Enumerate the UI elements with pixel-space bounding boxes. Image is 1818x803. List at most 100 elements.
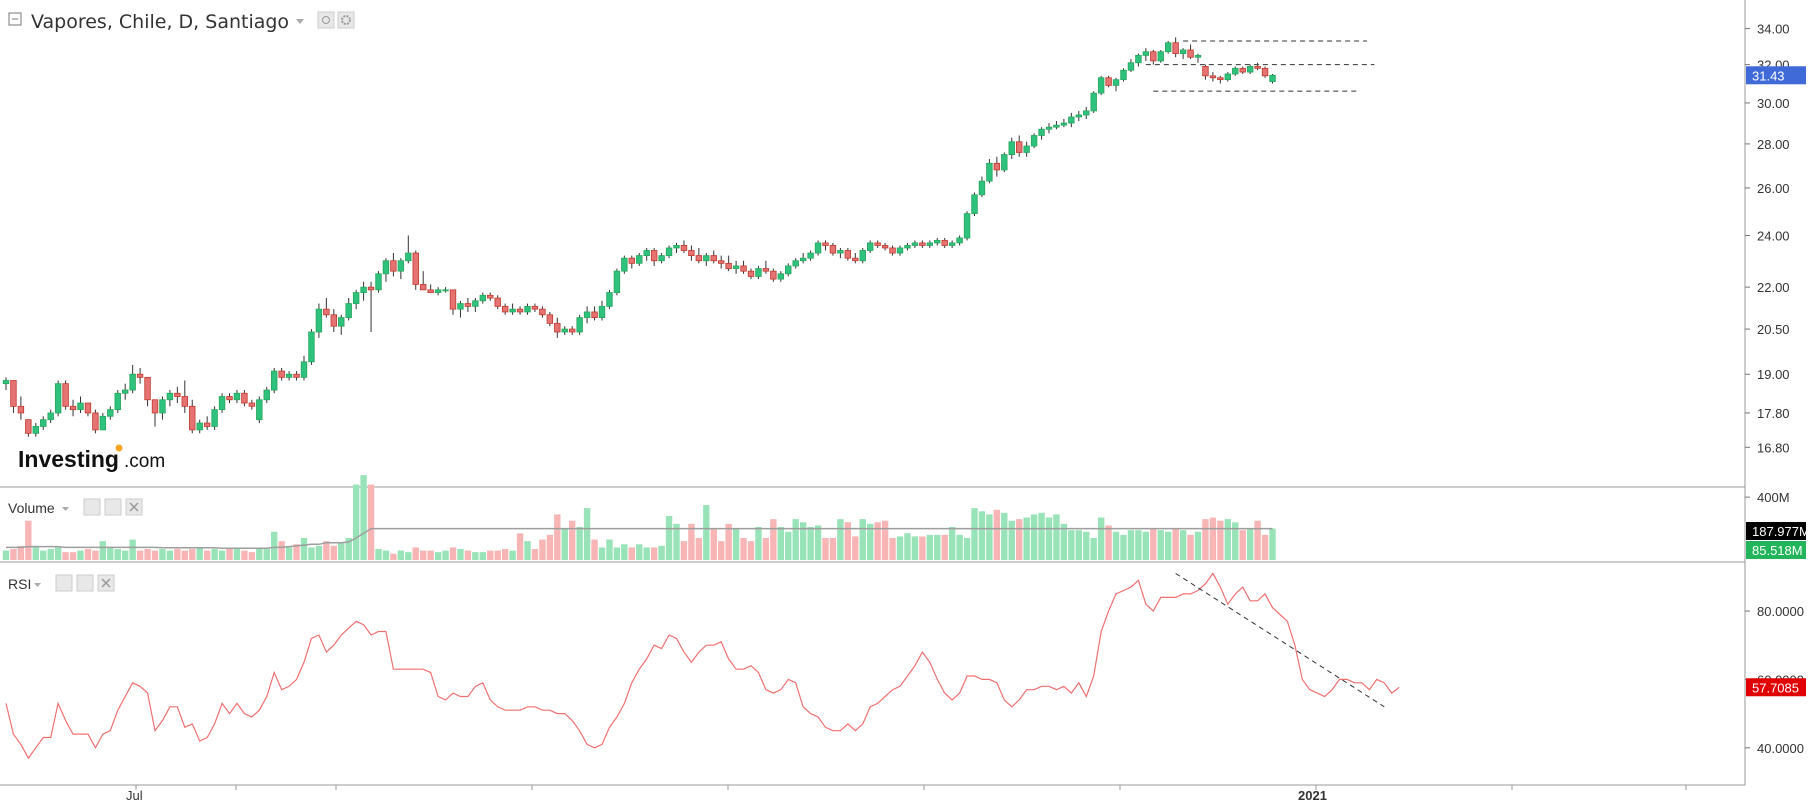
rsi-dropdown-icon[interactable] — [34, 583, 41, 587]
price-tick-label: 16.80 — [1757, 440, 1790, 455]
volume-bar — [434, 552, 442, 560]
candle-body — [397, 260, 405, 272]
rsi-tick-label: 80.0000 — [1757, 604, 1804, 619]
price-tick-label: 20.50 — [1757, 322, 1790, 337]
volume-bar — [375, 549, 382, 560]
rsi-gear-icon[interactable] — [76, 574, 94, 592]
candle-body — [1217, 77, 1224, 81]
volume-bar — [509, 550, 516, 560]
eye-icon[interactable] — [317, 11, 335, 29]
volume-bar — [881, 520, 889, 560]
volume-bar — [874, 522, 881, 560]
candle-body — [1187, 49, 1194, 58]
volume-eye-icon[interactable] — [83, 498, 101, 516]
volume-bar — [688, 523, 695, 560]
volume-bar — [1001, 512, 1008, 560]
volume-bar — [993, 509, 1001, 560]
candle-body — [948, 242, 956, 246]
volume-bar — [427, 550, 434, 560]
volume-bar — [1209, 517, 1217, 560]
volume-ma — [6, 527, 1273, 549]
volume-bar — [10, 549, 17, 560]
candle-body — [829, 245, 837, 254]
volume-bar — [934, 534, 941, 560]
volume-bar — [867, 523, 874, 560]
volume-bar — [911, 536, 919, 560]
candle-body — [852, 257, 859, 262]
candle-body — [1045, 126, 1053, 130]
candle-body — [561, 328, 568, 333]
volume-bar — [1187, 534, 1194, 560]
volume-bar — [84, 549, 92, 560]
volume-bar — [799, 522, 807, 560]
candle-body — [598, 305, 606, 319]
rsi-close-x — [101, 578, 111, 588]
candle-body — [382, 260, 390, 275]
candle-body — [695, 255, 703, 262]
volume-dropdown-icon[interactable] — [62, 507, 69, 511]
volume-bar — [360, 475, 367, 560]
volume-bar — [576, 527, 583, 560]
candle-body — [569, 328, 576, 333]
title-dropdown-icon[interactable] — [296, 19, 304, 24]
volume-bar — [1016, 519, 1023, 560]
volume-bar — [136, 550, 144, 560]
volume-bar — [539, 539, 546, 560]
candle-body — [442, 289, 449, 292]
volume-bar — [300, 538, 308, 560]
volume-bar — [725, 523, 732, 560]
volume-bar — [315, 545, 323, 560]
logo-suffix: .com — [124, 451, 165, 472]
volume-bar — [829, 538, 837, 560]
volume-bar — [77, 550, 84, 560]
candle-body — [434, 289, 442, 293]
candle-body — [203, 422, 211, 427]
volume-bar — [948, 527, 956, 560]
candle-body — [129, 373, 136, 391]
candle-body — [1224, 73, 1231, 81]
time-label-jul: Jul — [126, 788, 143, 803]
candle-body — [122, 389, 129, 394]
candle-body — [1120, 69, 1127, 81]
candle-body — [10, 380, 17, 407]
candle-body — [1150, 51, 1157, 62]
candle-body — [390, 260, 397, 272]
candle-body — [32, 426, 39, 434]
candle-body — [591, 311, 598, 319]
candle-body — [1254, 66, 1261, 69]
candle-body — [479, 294, 486, 302]
candle-body — [47, 412, 54, 421]
candle-body — [1194, 54, 1202, 58]
candle-body — [1239, 67, 1246, 73]
volume-bar — [718, 541, 725, 560]
volume-bar — [1008, 520, 1015, 560]
volume-bar — [785, 531, 792, 560]
volume-bar — [107, 547, 114, 560]
price-tick-label: 24.00 — [1757, 228, 1790, 243]
candle-body — [822, 242, 829, 246]
candle-body — [464, 303, 472, 307]
volume-bar — [822, 538, 829, 560]
volume-bar — [151, 550, 159, 560]
volume-bar — [1202, 519, 1209, 560]
candle-body — [867, 242, 874, 251]
volume-gear-icon[interactable] — [104, 498, 122, 516]
candle-body — [412, 252, 419, 285]
candle-body — [151, 399, 159, 414]
price-tick-label: 30.00 — [1757, 96, 1790, 111]
candle-body — [419, 284, 427, 291]
volume-bar — [762, 538, 770, 560]
volume-bar — [926, 534, 933, 560]
volume-bar — [1246, 528, 1254, 560]
rsi-eye-icon[interactable] — [55, 574, 73, 592]
gear-icon[interactable] — [337, 11, 355, 29]
candle-body — [1001, 154, 1008, 171]
candle-body — [755, 268, 762, 277]
volume-bar — [144, 549, 151, 560]
candle-body — [300, 361, 308, 378]
volume-bar — [524, 541, 531, 560]
volume-bar — [516, 533, 524, 560]
candle-body — [539, 308, 546, 316]
candle-body — [293, 373, 300, 378]
rsi-current-badge: 57.7085 — [1752, 680, 1799, 695]
